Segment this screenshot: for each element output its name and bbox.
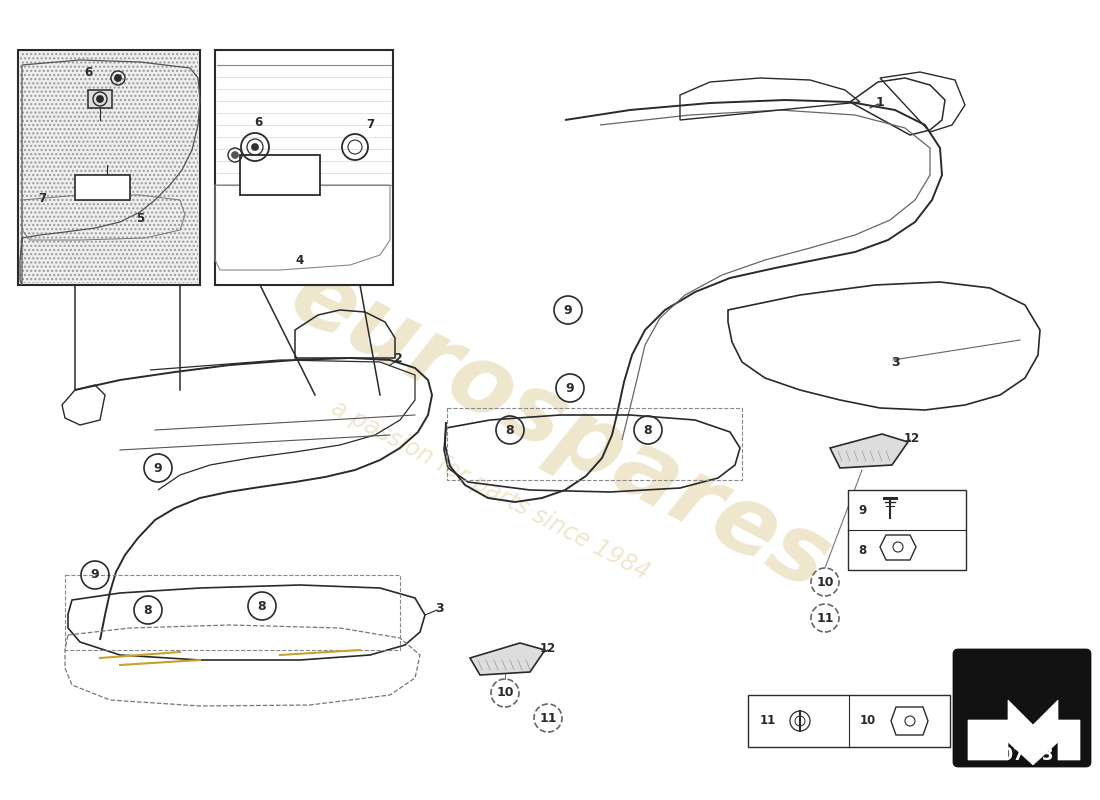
Text: 10: 10 <box>860 714 877 727</box>
Text: 12: 12 <box>904 431 920 445</box>
Text: eurospares: eurospares <box>275 249 846 611</box>
FancyBboxPatch shape <box>954 650 1090 766</box>
Text: 8: 8 <box>858 543 867 557</box>
Text: 7: 7 <box>366 118 374 131</box>
Circle shape <box>252 144 258 150</box>
Text: 3: 3 <box>891 355 900 369</box>
Text: 11: 11 <box>816 611 834 625</box>
Text: a passion for parts since 1984: a passion for parts since 1984 <box>327 396 653 584</box>
Text: 9: 9 <box>858 503 867 517</box>
Text: 1: 1 <box>876 95 884 109</box>
Circle shape <box>116 75 121 81</box>
Polygon shape <box>240 155 320 195</box>
FancyBboxPatch shape <box>848 490 966 570</box>
Text: 9: 9 <box>565 382 574 394</box>
Text: 8: 8 <box>144 603 152 617</box>
Text: 6: 6 <box>84 66 92 78</box>
Text: 10: 10 <box>816 575 834 589</box>
Circle shape <box>97 96 103 102</box>
Text: 807 03: 807 03 <box>990 746 1054 764</box>
Text: 4: 4 <box>296 254 304 266</box>
Text: 12: 12 <box>540 642 557 654</box>
Text: 8: 8 <box>506 423 515 437</box>
Text: 11: 11 <box>539 711 557 725</box>
Text: 9: 9 <box>154 462 163 474</box>
Circle shape <box>232 152 238 158</box>
Polygon shape <box>968 700 1080 765</box>
Text: 11: 11 <box>760 714 777 727</box>
Text: 3: 3 <box>436 602 444 614</box>
Text: 7: 7 <box>37 191 46 205</box>
Polygon shape <box>470 643 544 675</box>
Text: 8: 8 <box>257 599 266 613</box>
Text: 2: 2 <box>394 351 403 365</box>
Text: 8: 8 <box>644 423 652 437</box>
Text: 9: 9 <box>563 303 572 317</box>
Text: 5: 5 <box>136 211 144 225</box>
Text: 6: 6 <box>254 115 262 129</box>
Text: 10: 10 <box>496 686 514 699</box>
FancyBboxPatch shape <box>748 695 950 747</box>
Text: 9: 9 <box>90 569 99 582</box>
FancyBboxPatch shape <box>214 50 393 285</box>
Polygon shape <box>75 175 130 200</box>
FancyBboxPatch shape <box>18 50 200 285</box>
Polygon shape <box>88 90 112 108</box>
Polygon shape <box>830 434 908 468</box>
